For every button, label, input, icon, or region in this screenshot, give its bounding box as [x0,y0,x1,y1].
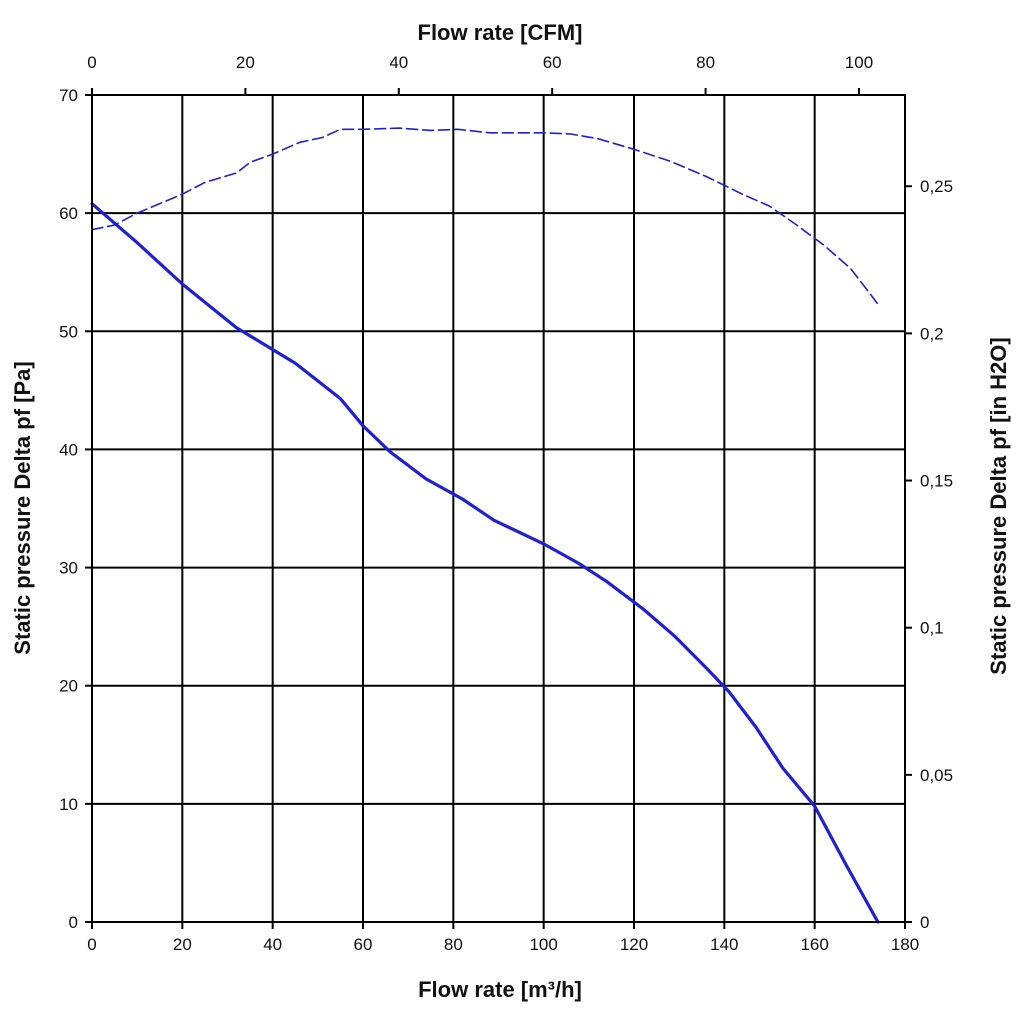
y-tick-label: 50 [59,322,78,341]
x-tick-label: 100 [529,935,557,954]
y-tick-label: 0 [69,913,78,932]
y2-tick-label: 0 [920,913,929,932]
grid [92,95,905,922]
x-tick-label: 80 [444,935,463,954]
x-tick-label: 120 [620,935,648,954]
x-tick-label: 20 [173,935,192,954]
x-tick-label: 40 [263,935,282,954]
ticks: 0 20 40 60 80 100 120 140 160 1800102030405060700… [59,53,953,954]
x2-tick-label: 80 [696,53,715,72]
x-tick-label: 60 [354,935,373,954]
y-tick-label: 30 [59,559,78,578]
y-tick-label: 20 [59,677,78,696]
x-tick-label: 180 [891,935,919,954]
y-tick-label: 40 [59,440,78,459]
x-tick-label: 140 [710,935,738,954]
y2-tick-label: 0,05 [920,766,953,785]
y2-tick-label: 0,15 [920,472,953,491]
y2-axis-title: Static pressure Delta pf [in H2O] [986,337,1011,674]
y-tick-label: 70 [59,86,78,105]
y2-tick-label: 0,1 [920,619,944,638]
y-tick-label: 60 [59,204,78,223]
series-layer [90,127,880,924]
dashed-series-line [91,127,879,305]
pressure-series-line [90,202,880,924]
x2-tick-label: 0 [87,53,96,72]
y2-tick-label: 0,25 [920,177,953,196]
x2-tick-label: 100 [845,53,873,72]
x-tick-label: 160 [800,935,828,954]
plot-frame [91,94,906,923]
x-axis-title: Flow rate [m³/h] [418,977,582,1002]
y-tick-label: 10 [59,795,78,814]
y2-tick-label: 0,2 [920,324,944,343]
x2-axis-title: Flow rate [CFM] [418,20,583,45]
x2-tick-label: 40 [389,53,408,72]
x2-tick-label: 60 [543,53,562,72]
y-axis-title: Static pressure Delta pf [Pa] [10,361,35,654]
x-tick-label: 0 [87,935,96,954]
x2-tick-label: 20 [236,53,255,72]
